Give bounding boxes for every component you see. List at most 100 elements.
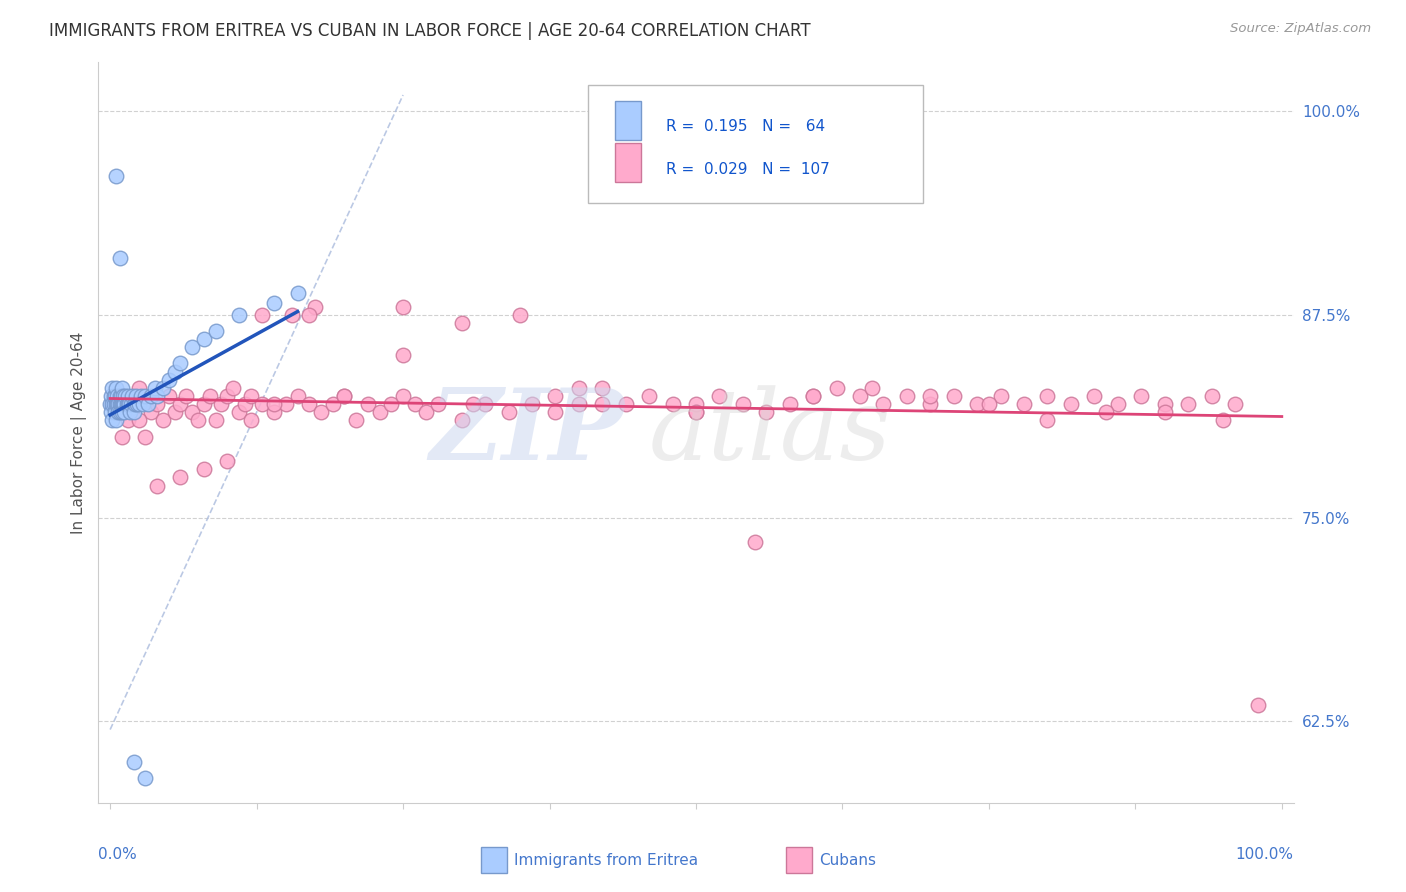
Point (825, 381, 848, 395)
Point (281, 308, 304, 322)
Point (134, 772, 156, 786)
Point (942, 389, 965, 403)
Point (614, 397, 637, 411)
Point (1107, 397, 1129, 411)
Point (115, 397, 138, 411)
Point (134, 430, 156, 444)
Point (450, 413, 472, 427)
Point (108, 251, 131, 265)
Point (110, 389, 132, 403)
Text: atlas: atlas (648, 385, 891, 480)
Point (568, 397, 591, 411)
Point (111, 397, 134, 411)
Point (263, 405, 285, 419)
Point (755, 405, 778, 419)
Point (128, 381, 150, 395)
Point (141, 389, 163, 403)
Point (105, 405, 128, 419)
Point (101, 397, 124, 411)
Point (105, 381, 128, 395)
Point (101, 413, 124, 427)
Point (114, 389, 136, 403)
Point (591, 397, 613, 411)
Point (122, 397, 145, 411)
Point (801, 389, 824, 403)
Point (239, 413, 262, 427)
Point (163, 365, 186, 379)
Point (263, 397, 285, 411)
Point (252, 308, 274, 322)
Point (169, 397, 191, 411)
Point (157, 389, 180, 403)
Point (309, 405, 332, 419)
Point (146, 478, 169, 492)
Point (685, 397, 707, 411)
Point (1247, 698, 1270, 713)
Point (544, 405, 567, 419)
Point (1036, 413, 1059, 427)
Point (463, 397, 485, 411)
Point (122, 389, 145, 403)
Bar (614, 101, 641, 140)
Point (731, 397, 754, 411)
Point (509, 308, 531, 322)
Point (392, 300, 415, 314)
Point (105, 397, 128, 411)
Point (217, 389, 239, 403)
Point (1060, 397, 1083, 411)
Point (146, 389, 169, 403)
Bar (614, 143, 641, 182)
Point (977, 397, 1000, 411)
Point (111, 397, 134, 411)
Point (1012, 397, 1035, 411)
Point (685, 405, 707, 419)
Point (169, 470, 191, 484)
Point (112, 389, 135, 403)
Point (122, 405, 145, 419)
Point (105, 397, 128, 411)
Point (591, 381, 613, 395)
Point (427, 397, 450, 411)
Point (134, 389, 156, 403)
Point (211, 397, 233, 411)
Point (709, 389, 731, 403)
Point (1083, 389, 1105, 403)
Point (163, 405, 186, 419)
Point (380, 397, 402, 411)
Point (304, 300, 326, 314)
Point (108, 405, 131, 419)
Point (661, 397, 683, 411)
Point (333, 389, 356, 403)
Text: R =  0.195   N =   64: R = 0.195 N = 64 (666, 120, 825, 135)
Point (204, 324, 226, 338)
Point (146, 397, 169, 411)
Point (169, 356, 191, 370)
Text: IMMIGRANTS FROM ERITREA VS CUBAN IN LABOR FORCE | AGE 20-64 CORRELATION CHART: IMMIGRANTS FROM ERITREA VS CUBAN IN LABO… (49, 22, 811, 40)
Point (1212, 413, 1234, 427)
Point (228, 308, 250, 322)
Point (136, 397, 159, 411)
Point (966, 397, 988, 411)
Point (920, 397, 942, 411)
Point (117, 413, 139, 427)
Point (287, 389, 309, 403)
Point (103, 397, 125, 411)
Point (896, 389, 918, 403)
Point (141, 405, 163, 419)
Point (222, 381, 245, 395)
Point (520, 397, 543, 411)
Text: 100.0%: 100.0% (1236, 847, 1294, 863)
Point (392, 348, 415, 362)
Point (103, 389, 125, 403)
Point (252, 397, 274, 411)
Point (344, 413, 367, 427)
Point (779, 397, 801, 411)
Point (368, 405, 391, 419)
Point (920, 389, 942, 403)
Point (1201, 389, 1223, 403)
Point (187, 413, 209, 427)
Point (1153, 405, 1175, 419)
Point (228, 405, 250, 419)
Point (298, 308, 321, 322)
Point (111, 381, 134, 395)
